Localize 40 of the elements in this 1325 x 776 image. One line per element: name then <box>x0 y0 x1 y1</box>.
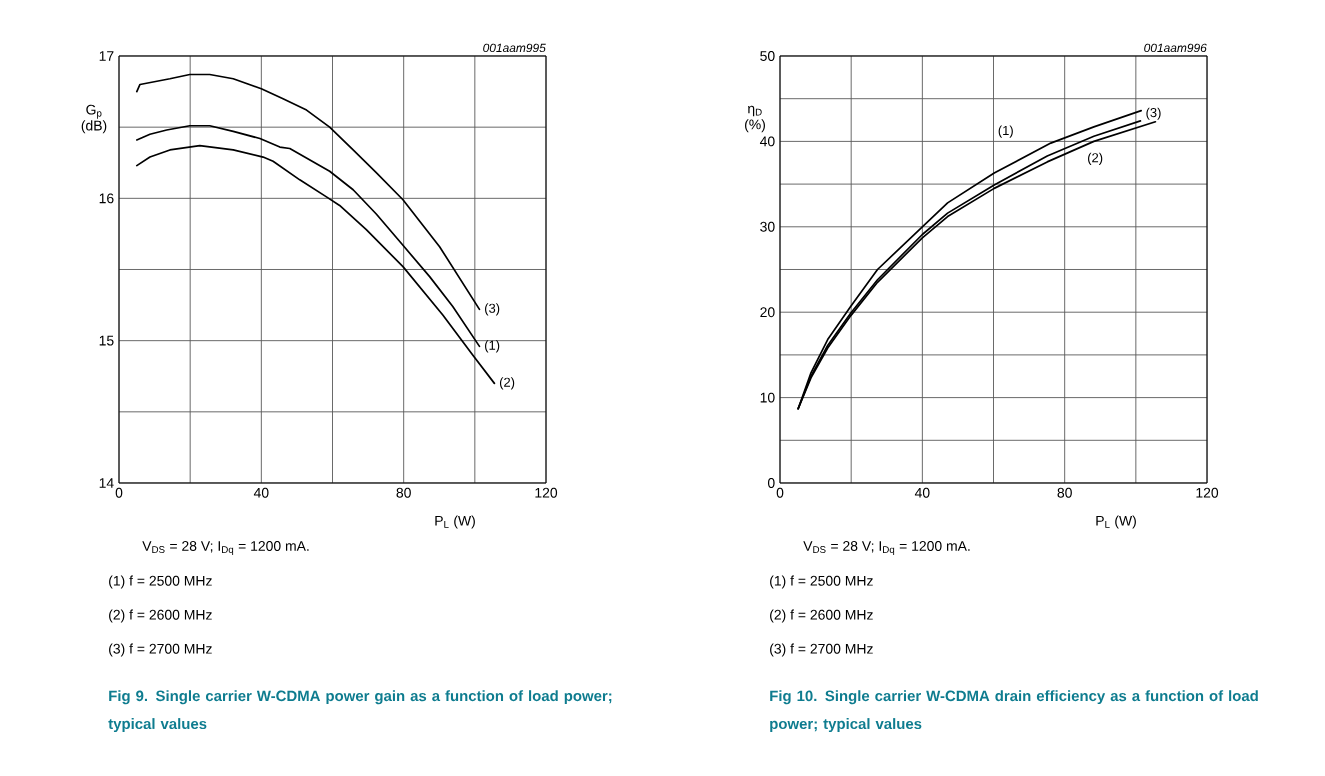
series-label: (3) <box>485 303 500 316</box>
series-label: (2) <box>499 377 515 390</box>
y-axis-title: G$_{p}$ (dB) <box>81 104 107 134</box>
y-tick-label: 30 <box>760 221 775 232</box>
text: Fig 10. Single carrier W-CDMA drain efficiency as a function of load power; typical values <box>770 690 1258 733</box>
y-tick-label: 20 <box>760 307 775 318</box>
text: V$_{DS}$ = 28 V; I$_{Dq}$ = 1200 mA. <box>142 541 309 555</box>
x-axis-title: P$_{L}$ (W) <box>435 515 475 529</box>
y-axis-title: η$_{D}$ (%) <box>745 105 765 133</box>
x-tick-label: 120 <box>535 487 558 498</box>
y-tick-label: 15 <box>99 335 114 346</box>
text: (1) f = 2500 MHz <box>770 575 873 589</box>
y-tick-label: 17 <box>99 51 114 61</box>
x-tick-label: 120 <box>1196 487 1219 498</box>
text: (3) f = 2700 MHz <box>109 643 212 657</box>
y-tick-label: 16 <box>99 193 114 204</box>
text: 001aam995 <box>483 43 546 53</box>
y-tick-label: 50 <box>760 51 775 61</box>
series-label: (2) <box>1088 152 1103 165</box>
text: 001aam996 <box>1144 43 1207 53</box>
y-tick-label: 14 <box>99 478 114 488</box>
y-tick-label: 10 <box>760 392 775 403</box>
x-tick-label: 40 <box>914 487 930 498</box>
text: V$_{DS}$ = 28 V; I$_{Dq}$ = 1200 mA. <box>803 541 970 555</box>
x-tick-label: 40 <box>253 487 269 498</box>
series-label: (3) <box>1146 107 1161 120</box>
y-tick-label: 0 <box>767 478 775 488</box>
text: (3) f = 2700 MHz <box>770 643 873 657</box>
x-axis-title: P$_{L}$ (W) <box>1096 515 1136 529</box>
y-tick-label: 40 <box>759 136 775 147</box>
x-tick-label: 80 <box>1057 487 1072 498</box>
x-tick-label: 0 <box>776 487 784 498</box>
text: (2) f = 2600 MHz <box>109 609 212 623</box>
text: (1) f = 2500 MHz <box>109 575 212 589</box>
x-tick-label: 80 <box>396 487 411 498</box>
text: (2) f = 2600 MHz <box>770 609 873 623</box>
series-label: (1) <box>485 340 500 353</box>
text: Fig 9. Single carrier W-CDMA power gain as a function of load power; typical values <box>108 690 612 733</box>
series-label: (1) <box>998 125 1013 138</box>
x-tick-label: 0 <box>115 487 123 498</box>
